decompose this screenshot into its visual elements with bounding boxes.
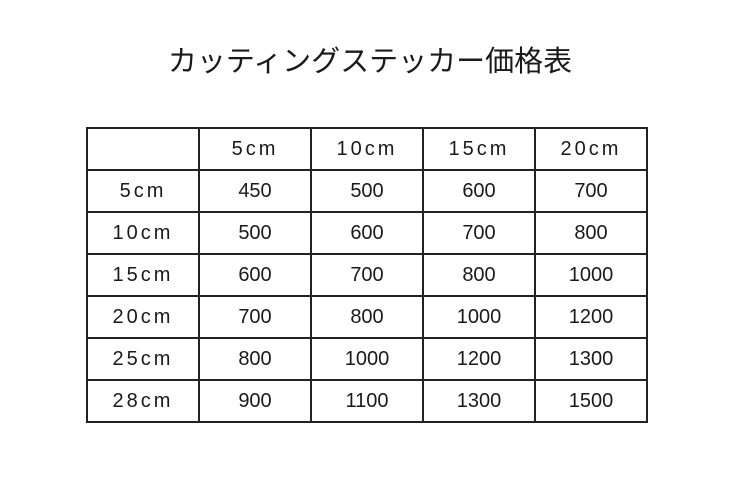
price-cell: 500 bbox=[310, 169, 424, 213]
row-header: 20cm bbox=[86, 295, 200, 339]
price-cell: 700 bbox=[198, 295, 312, 339]
table-row: 5cm 450 500 600 700 bbox=[86, 169, 648, 213]
price-cell: 1300 bbox=[534, 337, 648, 381]
page-title: カッティングステッカー価格表 bbox=[167, 44, 573, 78]
price-cell: 1300 bbox=[422, 379, 536, 423]
column-header: 15cm bbox=[422, 127, 536, 171]
row-header: 28cm bbox=[86, 379, 200, 423]
price-cell: 700 bbox=[422, 211, 536, 255]
price-cell: 600 bbox=[422, 169, 536, 213]
price-cell: 450 bbox=[198, 169, 312, 213]
price-cell: 700 bbox=[310, 253, 424, 297]
column-header: 20cm bbox=[534, 127, 648, 171]
price-cell: 800 bbox=[310, 295, 424, 339]
column-header: 10cm bbox=[310, 127, 424, 171]
price-cell: 600 bbox=[198, 253, 312, 297]
price-cell: 900 bbox=[198, 379, 312, 423]
row-header: 10cm bbox=[86, 211, 200, 255]
table-row: 28cm 900 1100 1300 1500 bbox=[86, 379, 648, 423]
table-row: 15cm 600 700 800 1000 bbox=[86, 253, 648, 297]
price-cell: 1200 bbox=[534, 295, 648, 339]
table-row: 20cm 700 800 1000 1200 bbox=[86, 295, 648, 339]
header-row: 5cm 10cm 15cm 20cm bbox=[86, 127, 648, 171]
row-header: 25cm bbox=[86, 337, 200, 381]
price-cell: 1000 bbox=[310, 337, 424, 381]
price-cell: 800 bbox=[198, 337, 312, 381]
price-cell: 1200 bbox=[422, 337, 536, 381]
row-header: 5cm bbox=[86, 169, 200, 213]
price-table: 5cm 10cm 15cm 20cm 5cm 450 500 600 700 10cm 500 600… bbox=[86, 127, 648, 423]
price-cell: 1000 bbox=[422, 295, 536, 339]
row-header: 15cm bbox=[86, 253, 200, 297]
price-cell: 800 bbox=[422, 253, 536, 297]
corner-cell bbox=[86, 127, 200, 171]
price-cell: 600 bbox=[310, 211, 424, 255]
table-row: 10cm 500 600 700 800 bbox=[86, 211, 648, 255]
column-header: 5cm bbox=[198, 127, 312, 171]
price-cell: 1000 bbox=[534, 253, 648, 297]
price-cell: 500 bbox=[198, 211, 312, 255]
price-cell: 700 bbox=[534, 169, 648, 213]
price-cell: 800 bbox=[534, 211, 648, 255]
price-cell: 1100 bbox=[310, 379, 424, 423]
table-row: 25cm 800 1000 1200 1300 bbox=[86, 337, 648, 381]
price-cell: 1500 bbox=[534, 379, 648, 423]
